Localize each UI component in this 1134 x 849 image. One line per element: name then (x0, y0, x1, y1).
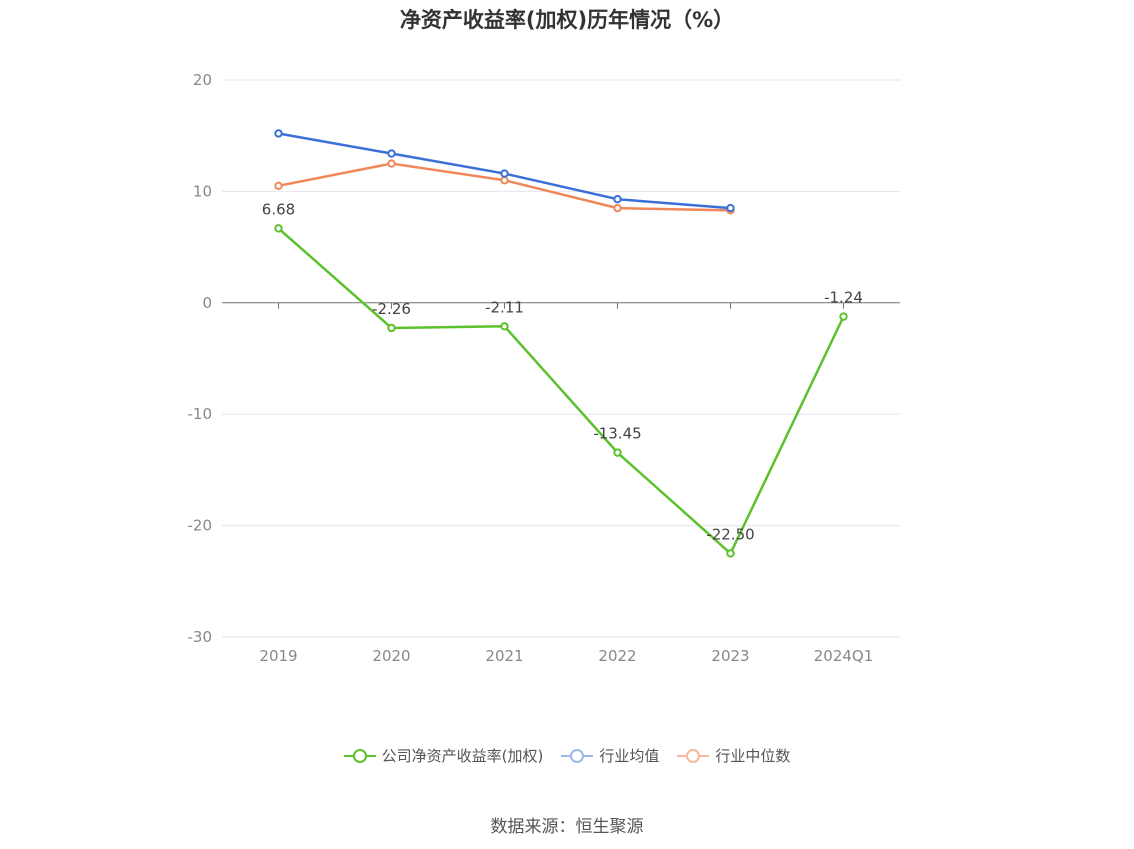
data-point (613, 448, 622, 457)
legend: 公司净资产收益率(加权) 行业均值 行业中位数 (0, 745, 1134, 766)
x-tick-label: 2019 (259, 647, 297, 665)
data-label: -22.50 (706, 525, 754, 543)
x-tick-label: 2022 (598, 647, 636, 665)
series-line (277, 227, 845, 555)
data-label: -1.24 (824, 289, 863, 307)
x-tick-label: 2024Q1 (814, 647, 874, 665)
y-tick-label: 20 (193, 71, 212, 89)
data-point (613, 203, 622, 213)
data-point (500, 169, 509, 178)
y-tick-label: 10 (193, 182, 212, 200)
y-tick-label: -30 (188, 628, 213, 646)
legend-item-industry-average[interactable]: 行业均值 (561, 745, 659, 766)
legend-swatch-industry-average (561, 748, 594, 763)
legend-label-company: 公司净资产收益率(加权) (381, 747, 544, 765)
data-point (274, 129, 283, 138)
x-tick-label: 2023 (711, 647, 749, 665)
legend-swatch-industry-median (677, 748, 710, 763)
data-point (387, 149, 396, 158)
legend-swatch-company (343, 748, 376, 763)
data-point (500, 322, 509, 331)
data-label: -13.45 (593, 425, 641, 443)
legend-item-industry-median[interactable]: 行业中位数 (677, 745, 790, 766)
legend-label-industry-average: 行业均值 (599, 747, 660, 765)
data-point (274, 224, 283, 233)
y-tick-label: -10 (188, 405, 213, 423)
y-tick-label: -20 (188, 517, 213, 535)
x-tick-label: 2021 (485, 647, 523, 665)
legend-label-industry-median: 行业中位数 (715, 747, 791, 765)
data-point (726, 203, 735, 213)
data-label: 6.68 (262, 200, 295, 218)
y-tick-label: 0 (202, 294, 212, 312)
data-point (613, 194, 622, 204)
data-point (839, 312, 848, 321)
data-point (387, 323, 396, 333)
x-tick-label: 2020 (372, 647, 410, 665)
data-label: -2.11 (485, 298, 524, 316)
legend-item-company[interactable]: 公司净资产收益率(加权) (343, 745, 544, 766)
data-source-note: 数据来源：恒生聚源 (490, 817, 644, 837)
data-label: -2.26 (372, 300, 411, 318)
data-point (274, 181, 283, 191)
chart-title: 净资产收益率(加权)历年情况（%） (399, 8, 735, 32)
data-point (726, 549, 735, 558)
data-point (387, 159, 396, 168)
data-point (500, 176, 509, 185)
